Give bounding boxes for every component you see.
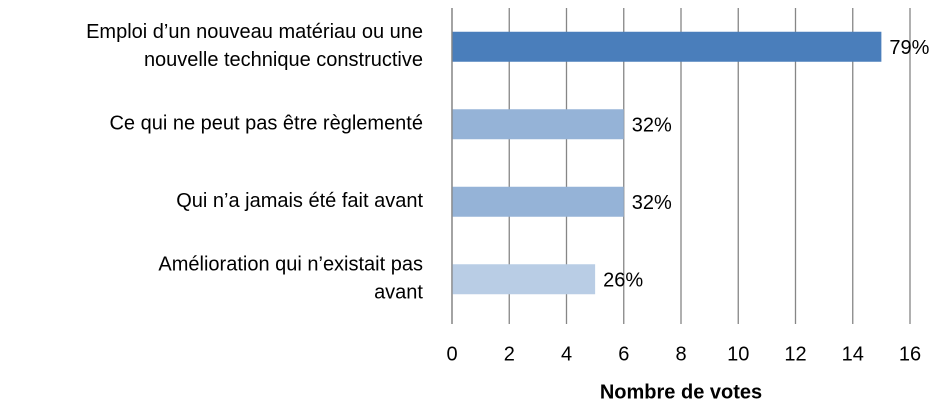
x-tick-label: 6: [618, 343, 629, 365]
bar: [452, 31, 882, 62]
x-tick-label: 2: [504, 343, 515, 365]
bar: [452, 264, 596, 295]
category-label: Emploi d’un nouveau matériau ou une nouve…: [86, 21, 423, 71]
bar: [452, 109, 624, 140]
bar: [452, 186, 624, 217]
value-label: 32%: [632, 192, 672, 214]
category-label: Qui n’a jamais été fait avant: [176, 190, 423, 212]
x-tick-label: 10: [727, 343, 749, 365]
x-tick-label: 8: [675, 343, 686, 365]
x-tick-label: 0: [446, 343, 457, 365]
category-label: Ce qui ne peut pas être règlementé: [109, 113, 423, 135]
value-label: 26%: [603, 270, 643, 292]
x-tick-label: 14: [842, 343, 864, 365]
value-label: 32%: [632, 115, 672, 137]
x-axis-title: Nombre de votes: [600, 381, 762, 403]
x-tick-label: 16: [899, 343, 921, 365]
x-tick-label: 4: [561, 343, 572, 365]
x-tick-label: 12: [784, 343, 806, 365]
category-label: Amélioration qui n’existait pas avant: [158, 254, 423, 304]
value-label: 79%: [889, 37, 929, 59]
